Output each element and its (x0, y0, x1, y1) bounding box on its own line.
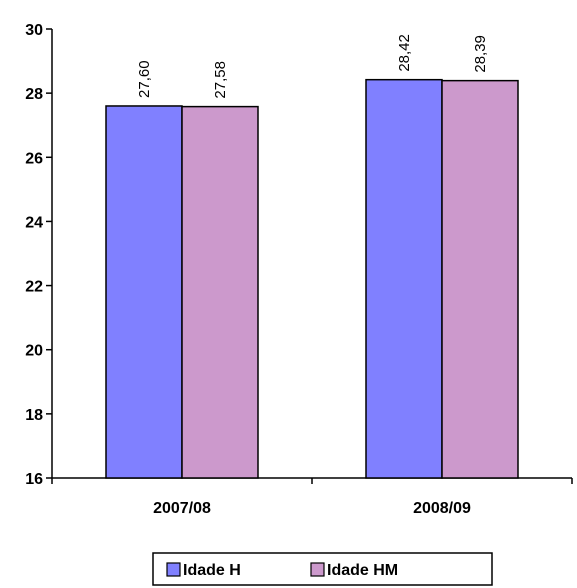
legend-label: Idade HM (327, 562, 398, 579)
x-tick-label: 2007/08 (153, 500, 211, 517)
data-label: 28,39 (472, 35, 489, 73)
y-tick-label: 28 (25, 86, 43, 103)
y-tick-label: 26 (25, 150, 43, 167)
bar (181, 105, 259, 479)
y-tick-label: 24 (25, 214, 43, 231)
legend-label: Idade H (183, 562, 241, 579)
y-tick-label: 22 (25, 279, 43, 296)
bar (365, 78, 443, 479)
legend-swatch (310, 562, 325, 577)
data-label: 27,60 (136, 60, 153, 98)
legend-swatch (166, 562, 181, 577)
y-tick-label: 20 (25, 343, 43, 360)
y-axis: 16 18 20 22 24 26 28 30 (25, 22, 53, 488)
bar (105, 105, 183, 479)
data-labels: 27,60 27,58 28,42 28,39 (136, 34, 489, 98)
bars (105, 78, 519, 479)
y-tick-label: 30 (25, 22, 43, 39)
x-tick-label: 2008/09 (413, 500, 471, 517)
legend: Idade H Idade HM (152, 552, 493, 586)
x-axis: 2007/08 2008/09 (51, 477, 573, 517)
y-tick-label: 16 (25, 471, 43, 488)
data-label: 28,42 (396, 34, 413, 72)
data-label: 27,58 (212, 61, 229, 99)
bar (441, 79, 519, 479)
y-tick-label: 18 (25, 407, 43, 424)
